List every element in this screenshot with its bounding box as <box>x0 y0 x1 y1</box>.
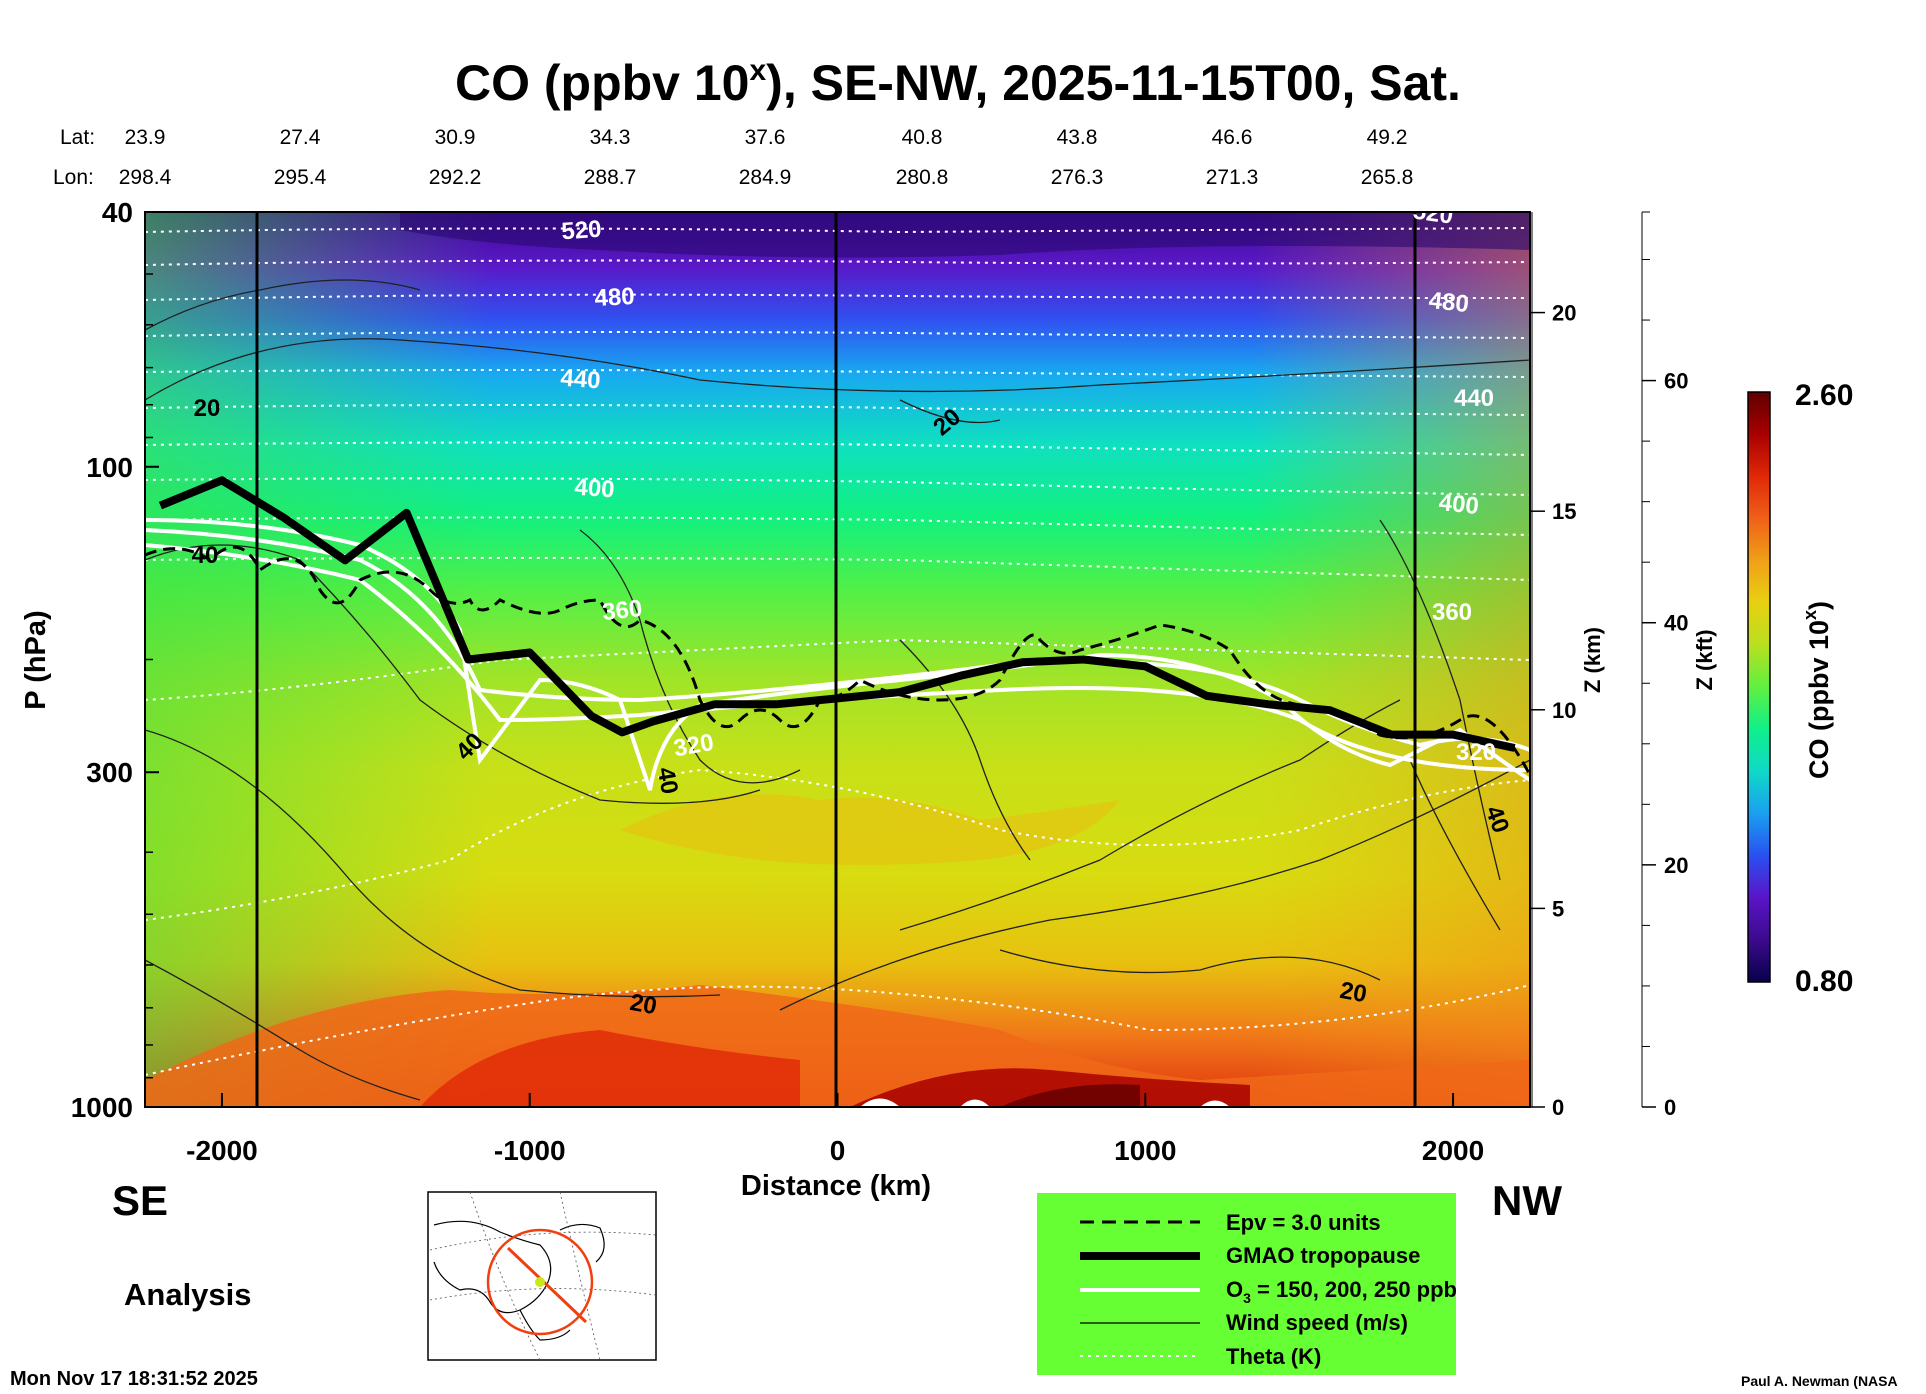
theta-label: 480 <box>594 283 635 312</box>
lat-value: 40.8 <box>902 126 943 149</box>
colorbar: 2.60 0.80 CO (ppbv 10x) <box>1747 379 1853 998</box>
legend-tropopause: GMAO tropopause <box>1226 1243 1420 1268</box>
theta-label: 440 <box>1454 385 1494 412</box>
tropopause-line <box>158 476 1516 752</box>
timestamp: Mon Nov 17 18:31:52 2025 <box>10 1368 258 1390</box>
latitude-row: 23.9 27.4 30.9 34.3 37.6 40.8 43.8 46.6 49.2 <box>125 126 1408 149</box>
z-kft-label: Z (kft) <box>1692 629 1717 690</box>
title-main: CO (ppbv 10 <box>455 55 749 111</box>
inset-map <box>427 1191 657 1361</box>
contour-labels: 5204804404003603205204804404003603202040… <box>192 197 1515 1020</box>
lon-value: 271.3 <box>1206 166 1259 189</box>
theta-label: 320 <box>1456 739 1496 766</box>
lon-value: 280.8 <box>896 166 949 189</box>
y-tick-label: 1000 <box>71 1092 133 1123</box>
z-km-label: Z (km) <box>1580 627 1605 693</box>
y-axis-label: P (hPa) <box>20 610 52 709</box>
distance-axis: -2000 -1000 0 1000 2000 <box>186 1093 1484 1166</box>
colorbar-max: 2.60 <box>1795 379 1853 412</box>
legend-epv: Epv = 3.0 units <box>1226 1210 1381 1235</box>
lon-value: 284.9 <box>739 166 792 189</box>
pressure-axis: 40 100 300 1000 <box>71 197 159 1123</box>
theta-label: 400 <box>1437 489 1480 520</box>
colorbar-label: CO (ppbv 10x) <box>1800 601 1834 779</box>
z-km-axis: 0 5 10 15 20 <box>1530 212 1576 1120</box>
colorbar-min: 0.80 <box>1795 965 1853 998</box>
lat-value: 34.3 <box>590 126 631 149</box>
wind-label: 40 <box>652 765 683 796</box>
wind-label: 20 <box>194 395 221 422</box>
theta-label: 360 <box>1432 599 1472 626</box>
z-km-tick-label: 10 <box>1552 698 1576 723</box>
legend: Epv = 3.0 units GMAO tropopause O3 = 150… <box>1037 1193 1457 1375</box>
theta-label: 440 <box>560 365 602 395</box>
legend-wind: Wind speed (m/s) <box>1226 1310 1408 1335</box>
longitude-row: 298.4 295.4 292.2 288.7 284.9 280.8 276.3 271.3… <box>119 166 1414 189</box>
z-kft-tick-label: 20 <box>1664 853 1688 878</box>
lat-value: 23.9 <box>125 126 166 149</box>
lat-value: 46.6 <box>1212 126 1253 149</box>
lat-label: Lat: <box>60 126 95 149</box>
lon-value: 288.7 <box>584 166 637 189</box>
section-lines <box>255 212 1417 1107</box>
lon-label: Lon: <box>53 166 94 189</box>
colorbar-gradient <box>1747 391 1771 983</box>
analysis-label: Analysis <box>124 1277 252 1312</box>
lon-value: 265.8 <box>1361 166 1414 189</box>
credit: Paul A. Newman (NASA <box>1741 1373 1898 1389</box>
y-tick-label: 40 <box>102 197 133 228</box>
lat-value: 43.8 <box>1057 126 1098 149</box>
lon-value: 295.4 <box>274 166 327 189</box>
theta-label: 400 <box>574 474 616 504</box>
chart-title: CO (ppbv 10x), SE-NW, 2025-11-15T00, Sat… <box>455 54 1461 111</box>
wind-label: 20 <box>628 989 659 1020</box>
theta-label: 480 <box>1427 287 1470 318</box>
theta-contours <box>145 227 1530 1076</box>
legend-theta: Theta (K) <box>1226 1344 1321 1369</box>
z-kft-tick-label: 40 <box>1664 611 1688 636</box>
lat-value: 27.4 <box>280 126 321 149</box>
y-tick-label: 100 <box>86 452 133 483</box>
wind-speed-contours <box>145 279 1530 1101</box>
se-direction: SE <box>112 1177 168 1224</box>
wind-label: 40 <box>192 542 219 569</box>
title-rest: ), SE-NW, 2025-11-15T00, Sat. <box>766 55 1461 111</box>
co-field <box>145 212 1530 1107</box>
title-exponent: x <box>749 54 766 87</box>
lon-value: 292.2 <box>429 166 482 189</box>
x-axis-label: Distance (km) <box>741 1170 931 1202</box>
lat-value: 49.2 <box>1367 126 1408 149</box>
z-km-tick-label: 15 <box>1552 499 1576 524</box>
y-tick-label: 300 <box>86 757 133 788</box>
theta-label: 520 <box>561 216 603 246</box>
legend-ozone: O3 = 150, 200, 250 ppb <box>1226 1277 1457 1306</box>
wind-label: 20 <box>1338 977 1369 1008</box>
lon-value: 276.3 <box>1051 166 1104 189</box>
theta-label: 520 <box>1411 197 1454 229</box>
z-kft-axis: 0 20 40 60 <box>1641 211 1688 1120</box>
z-kft-tick-label: 60 <box>1664 369 1688 394</box>
nw-direction: NW <box>1492 1177 1562 1224</box>
x-tick-label: -2000 <box>186 1135 258 1166</box>
theta-label: 360 <box>601 595 644 626</box>
x-tick-label: 1000 <box>1114 1135 1176 1166</box>
lat-value: 37.6 <box>745 126 786 149</box>
lon-value: 298.4 <box>119 166 172 189</box>
x-tick-label: 0 <box>830 1135 846 1166</box>
epv-line <box>145 545 1530 776</box>
x-tick-label: -1000 <box>494 1135 566 1166</box>
lat-value: 30.9 <box>435 126 476 149</box>
x-tick-label: 2000 <box>1422 1135 1484 1166</box>
z-km-tick-label: 0 <box>1552 1095 1564 1120</box>
z-km-tick-label: 20 <box>1552 301 1576 326</box>
z-kft-tick-label: 0 <box>1664 1095 1676 1120</box>
z-km-tick-label: 5 <box>1552 896 1564 921</box>
